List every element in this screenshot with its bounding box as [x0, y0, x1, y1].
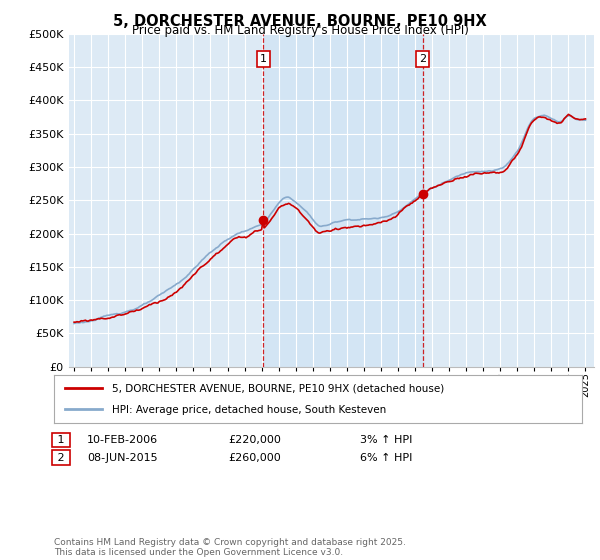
- Text: 2: 2: [54, 452, 68, 463]
- Bar: [263, 34, 422, 367]
- Text: £220,000: £220,000: [228, 435, 281, 445]
- Text: £260,000: £260,000: [228, 452, 281, 463]
- Text: 1: 1: [260, 54, 267, 64]
- Text: 6% ↑ HPI: 6% ↑ HPI: [360, 452, 412, 463]
- Text: 5, DORCHESTER AVENUE, BOURNE, PE10 9HX (detached house): 5, DORCHESTER AVENUE, BOURNE, PE10 9HX (…: [112, 384, 445, 394]
- Text: HPI: Average price, detached house, South Kesteven: HPI: Average price, detached house, Sout…: [112, 405, 386, 415]
- Text: Contains HM Land Registry data © Crown copyright and database right 2025.
This d: Contains HM Land Registry data © Crown c…: [54, 538, 406, 557]
- Text: 10-FEB-2006: 10-FEB-2006: [87, 435, 158, 445]
- Text: 2: 2: [419, 54, 426, 64]
- Text: 08-JUN-2015: 08-JUN-2015: [87, 452, 158, 463]
- Text: Price paid vs. HM Land Registry's House Price Index (HPI): Price paid vs. HM Land Registry's House …: [131, 24, 469, 36]
- Text: 3% ↑ HPI: 3% ↑ HPI: [360, 435, 412, 445]
- Text: 1: 1: [54, 435, 68, 445]
- Text: 5, DORCHESTER AVENUE, BOURNE, PE10 9HX: 5, DORCHESTER AVENUE, BOURNE, PE10 9HX: [113, 14, 487, 29]
